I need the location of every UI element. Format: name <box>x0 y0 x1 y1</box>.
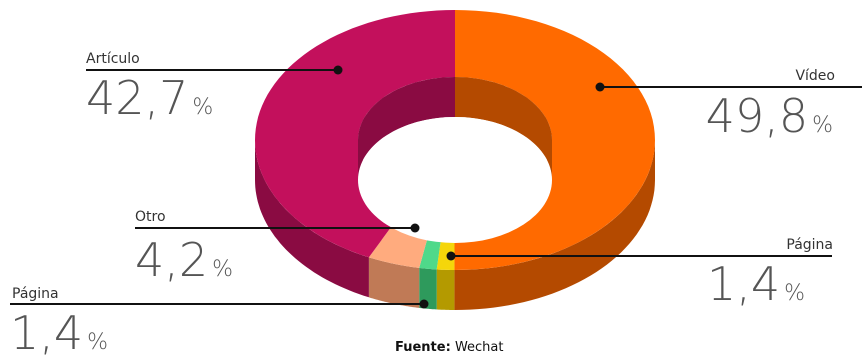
source-note: Fuente: Wechat <box>395 340 503 355</box>
slice-side-2 <box>419 267 437 310</box>
slice-label: Artículo <box>86 51 140 67</box>
slice-label: Otro <box>135 209 166 225</box>
leader-dot <box>333 65 343 75</box>
slice-side-1 <box>436 269 455 310</box>
slice-value: 49,8% <box>706 89 833 143</box>
slice-value: 4,2% <box>135 233 233 287</box>
slice-inner-wall-4 <box>358 77 455 180</box>
slice-value: 42,7% <box>86 71 213 125</box>
leader-dot <box>595 82 605 92</box>
slice-label: Vídeo <box>795 68 835 84</box>
leader-dot <box>419 299 429 309</box>
slice-side-3 <box>368 257 420 308</box>
source-value: Wechat <box>454 340 504 355</box>
slice-inner-wall-0 <box>455 77 552 180</box>
slice-side-0 <box>454 140 655 310</box>
slice-label: Página <box>786 237 833 253</box>
source-label: Fuente: <box>395 340 451 355</box>
slice-value: 1,4% <box>10 306 108 355</box>
leader-dot <box>410 223 420 233</box>
slice-value: 1,4% <box>707 257 805 311</box>
slice-side-4 <box>255 140 369 298</box>
leader-dot <box>446 251 456 261</box>
donut-hole <box>358 117 552 243</box>
slice-label: Página <box>12 286 59 302</box>
